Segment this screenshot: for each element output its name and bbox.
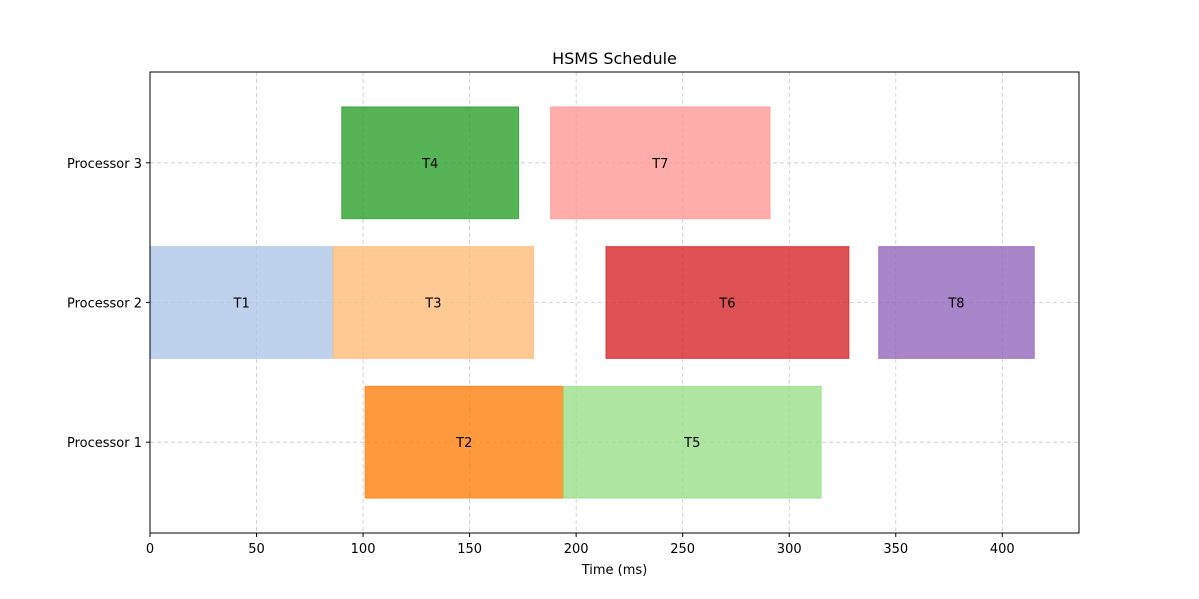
task-label-t7: T7	[651, 157, 668, 172]
y-tick-label: Processor 1	[67, 436, 142, 451]
y-tick-label: Processor 3	[67, 157, 142, 172]
y-axis: Processor 1 Processor 2 Processor 3	[67, 157, 150, 451]
x-tick-label: 250	[670, 542, 695, 557]
task-label-t6: T6	[718, 297, 735, 312]
task-label-t1: T1	[233, 297, 250, 312]
task-bars	[149, 106, 1035, 499]
x-axis: 0 50 100 150 200 250 300 350 400	[146, 533, 1015, 557]
task-label-t5: T5	[683, 436, 700, 451]
y-tick-label: Processor 2	[67, 297, 142, 312]
task-label-t3: T3	[424, 297, 441, 312]
task-label-t4: T4	[421, 157, 438, 172]
x-tick-label: 0	[146, 542, 154, 557]
x-tick-label: 150	[457, 542, 482, 557]
x-tick-label: 350	[883, 542, 908, 557]
task-bar-t6	[605, 246, 850, 359]
x-tick-label: 200	[564, 542, 589, 557]
task-labels: T1 T2 T3 T4 T5 T6 T7 T8	[233, 157, 965, 451]
x-tick-label: 100	[351, 542, 376, 557]
task-bar-t5	[562, 385, 822, 499]
task-bar-t3	[332, 246, 535, 359]
task-bar-t7	[550, 106, 771, 220]
task-bar-t2	[364, 385, 564, 499]
task-bar-t8	[878, 246, 1035, 359]
task-bar-t4	[341, 106, 520, 220]
task-label-t8: T8	[947, 297, 964, 312]
x-axis-label: Time (ms)	[581, 563, 648, 578]
task-label-t2: T2	[455, 436, 472, 451]
chart-title: HSMS Schedule	[552, 49, 677, 68]
x-tick-label: 400	[990, 542, 1015, 557]
x-tick-label: 300	[777, 542, 802, 557]
x-tick-label: 50	[248, 542, 265, 557]
